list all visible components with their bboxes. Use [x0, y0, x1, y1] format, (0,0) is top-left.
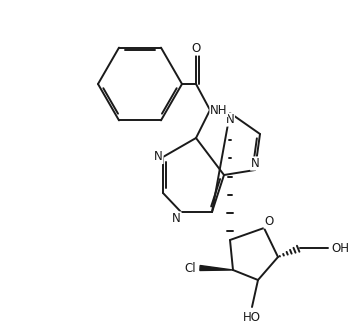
- Text: N: N: [226, 113, 234, 126]
- Text: N: N: [172, 212, 181, 225]
- Text: N: N: [251, 157, 259, 170]
- Text: HO: HO: [243, 311, 261, 324]
- Text: Cl: Cl: [184, 261, 196, 275]
- Text: OH: OH: [331, 242, 349, 254]
- Text: NH: NH: [210, 104, 227, 116]
- Text: O: O: [191, 42, 201, 55]
- Text: N: N: [154, 150, 163, 163]
- Text: O: O: [264, 215, 273, 228]
- Polygon shape: [200, 266, 233, 271]
